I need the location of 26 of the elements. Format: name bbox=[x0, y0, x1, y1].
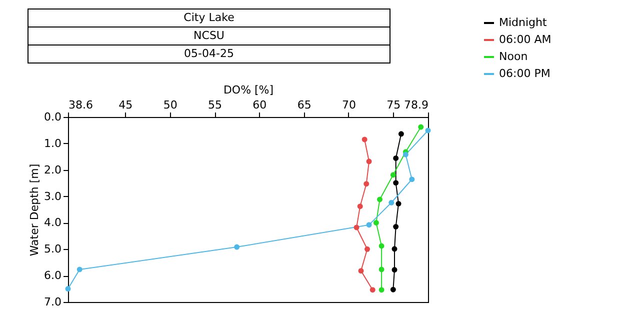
x-tick-label: 65 bbox=[297, 98, 312, 112]
y-tick-label: 1.0 bbox=[44, 136, 62, 150]
x-tick-label: 70 bbox=[342, 98, 356, 112]
y-tick-label: 5.0 bbox=[44, 242, 62, 256]
y-tick-label: 0.0 bbox=[44, 110, 62, 124]
x-tick-label: 38.6 bbox=[68, 98, 93, 112]
y-tick-label: 7.0 bbox=[44, 296, 62, 308]
x-tick-label: 45 bbox=[118, 98, 133, 112]
x-axis-title: DO% [%] bbox=[223, 84, 274, 96]
legend-label: Noon bbox=[499, 50, 528, 63]
y-tick-label: 6.0 bbox=[44, 269, 62, 282]
chart-title: City Lake bbox=[184, 11, 235, 24]
y-axis-title: Water Depth [m] bbox=[28, 164, 42, 256]
x-tick-label: 78.9 bbox=[404, 98, 428, 112]
x-tick-label: 50 bbox=[163, 98, 178, 112]
chart-subtitle: NCSU bbox=[194, 29, 224, 42]
text: 05-04-25 bbox=[184, 47, 234, 60]
x-tick-label: 75 bbox=[386, 98, 401, 112]
x-tick-label: 60 bbox=[252, 98, 267, 112]
y-tick-label: 4.0 bbox=[44, 216, 62, 230]
legend-label: Midnight bbox=[499, 16, 548, 29]
x-tick-label: 55 bbox=[208, 98, 222, 112]
legend-label: 06:00 AM bbox=[499, 33, 552, 46]
y-tick-label: 3.0 bbox=[44, 190, 62, 203]
legend-label: 06:00 PM bbox=[499, 67, 550, 80]
y-tick-label: 2.0 bbox=[44, 163, 62, 176]
